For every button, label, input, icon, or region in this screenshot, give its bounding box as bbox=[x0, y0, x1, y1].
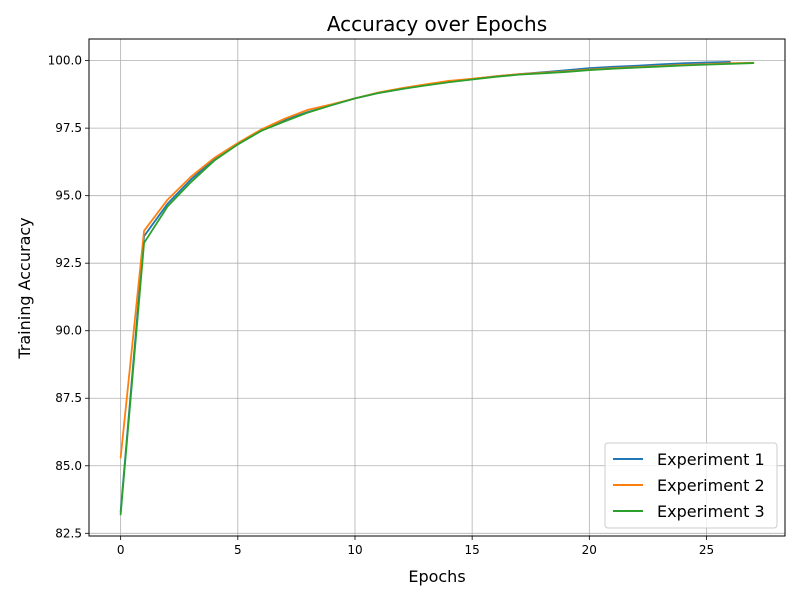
legend: Experiment 1 Experiment 2 Experiment 3 bbox=[604, 442, 778, 529]
y-axis-title: Training Accuracy bbox=[15, 217, 34, 359]
x-axis-title: Epochs bbox=[408, 567, 465, 586]
x-tick-label: 10 bbox=[347, 543, 362, 557]
axis-ticks: 0 5 10 15 20 25 82.5 85.0 87.5 90.0 92.5 95.0 97.5 10… bbox=[48, 54, 714, 557]
y-tick-label: 90.0 bbox=[55, 324, 82, 338]
y-tick-label: 82.5 bbox=[55, 526, 82, 540]
legend-label-experiment-3: Experiment 3 bbox=[657, 502, 765, 521]
x-tick-label: 25 bbox=[699, 543, 714, 557]
series-lines bbox=[119, 61, 755, 516]
y-tick-label: 100.0 bbox=[48, 54, 82, 68]
grid-lines bbox=[89, 39, 785, 536]
x-tick-label: 20 bbox=[582, 543, 597, 557]
x-tick-label: 5 bbox=[234, 543, 242, 557]
x-tick-label: 0 bbox=[117, 543, 125, 557]
chart-title: Accuracy over Epochs bbox=[327, 12, 547, 36]
x-tick-label: 15 bbox=[465, 543, 480, 557]
legend-label-experiment-1: Experiment 1 bbox=[657, 450, 765, 469]
y-tick-label: 92.5 bbox=[55, 256, 82, 270]
legend-label-experiment-2: Experiment 2 bbox=[657, 476, 765, 495]
legend-frame bbox=[604, 442, 778, 529]
y-tick-label: 97.5 bbox=[55, 121, 82, 135]
y-tick-label: 95.0 bbox=[55, 189, 82, 203]
y-tick-label: 87.5 bbox=[55, 391, 82, 405]
plot-area-frame bbox=[88, 38, 786, 537]
y-tick-label: 85.0 bbox=[55, 459, 82, 473]
series-line-experiment-3 bbox=[119, 62, 755, 516]
